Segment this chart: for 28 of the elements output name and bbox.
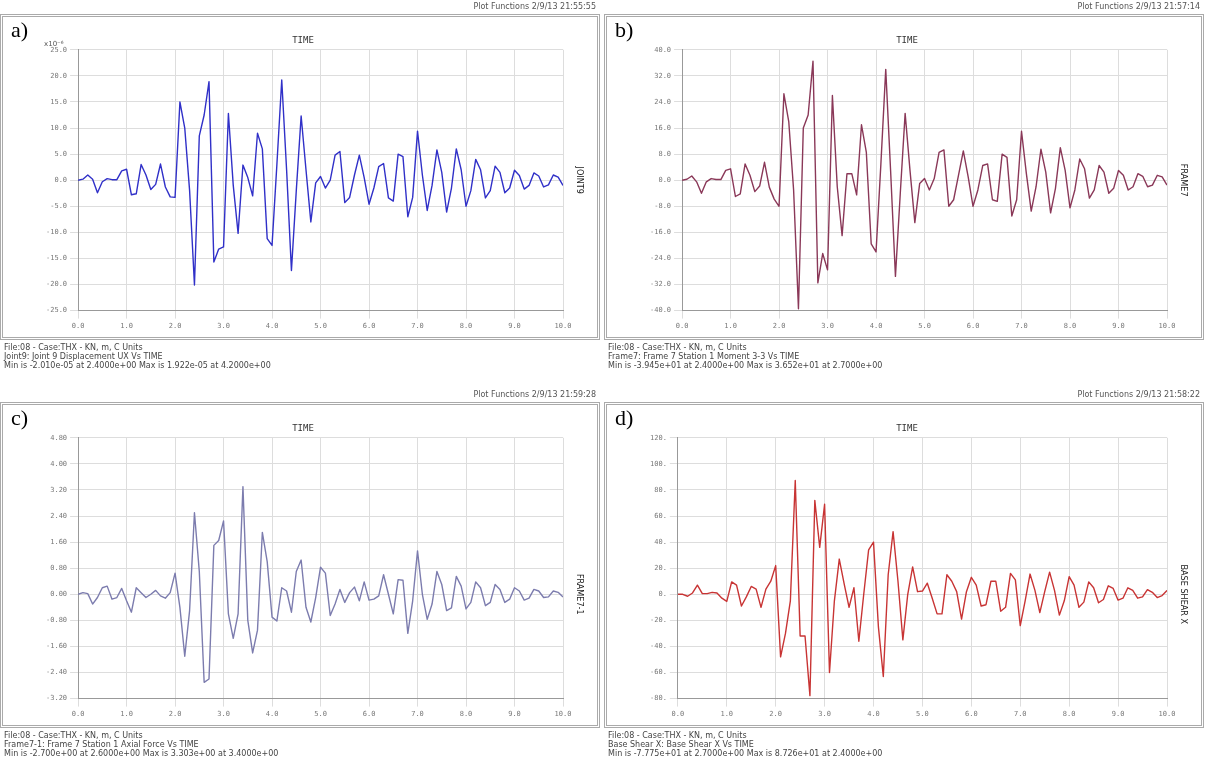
text: File:08 - Case:THX - KN, m, C Units [608, 343, 747, 352]
text: c) [11, 405, 29, 431]
chart-title: TIME [292, 34, 314, 45]
text: Min is -7.775e+01 at 2.7000e+00 Max is 8.726e+01 at 2.4000e+00 [608, 749, 883, 758]
text: Plot Functions 2/9/13 21:55:55 [472, 1, 597, 13]
text: FRAME7-1 [574, 573, 585, 615]
text: JOINT9 [574, 165, 585, 194]
text: a) [11, 17, 29, 43]
chart-title: TIME [896, 34, 918, 45]
text: Min is -2.010e-05 at 2.4000e+00 Max is 1.922e-05 at 4.2000e+00 [4, 361, 271, 370]
chart-title: TIME [292, 422, 314, 433]
text: Plot Functions 2/9/13 21:58:22 [1076, 389, 1201, 401]
text: File:08 - Case:THX - KN, m, C Units [608, 731, 747, 740]
text: FRAME7 [1178, 163, 1189, 197]
text: BASE SHEAR X [1178, 564, 1189, 625]
text: Plot Functions 2/9/13 21:57:14 [1076, 1, 1201, 13]
text: d) [615, 405, 634, 431]
text: Frame7-1: Frame 7 Station 1 Axial Force Vs TIME [4, 740, 199, 749]
text: File:08 - Case:THX - KN, m, C Units [4, 343, 143, 352]
text: File:08 - Case:THX - KN, m, C Units [4, 731, 143, 740]
text: b) [615, 17, 634, 43]
text: Joint9: Joint 9 Displacement UX Vs TIME [4, 352, 163, 361]
text: Plot Functions 2/9/13 21:59:28 [472, 389, 597, 401]
text: Min is -3.945e+01 at 2.4000e+00 Max is 3.652e+01 at 2.7000e+00 [608, 361, 883, 370]
chart-title: TIME [896, 422, 918, 433]
text: Min is -2.700e+00 at 2.6000e+00 Max is 3.303e+00 at 3.4000e+00 [4, 749, 279, 758]
text: Base Shear X: Base Shear X Vs TIME [608, 740, 754, 749]
text: Frame7: Frame 7 Station 1 Moment 3-3 Vs TIME [608, 352, 800, 361]
